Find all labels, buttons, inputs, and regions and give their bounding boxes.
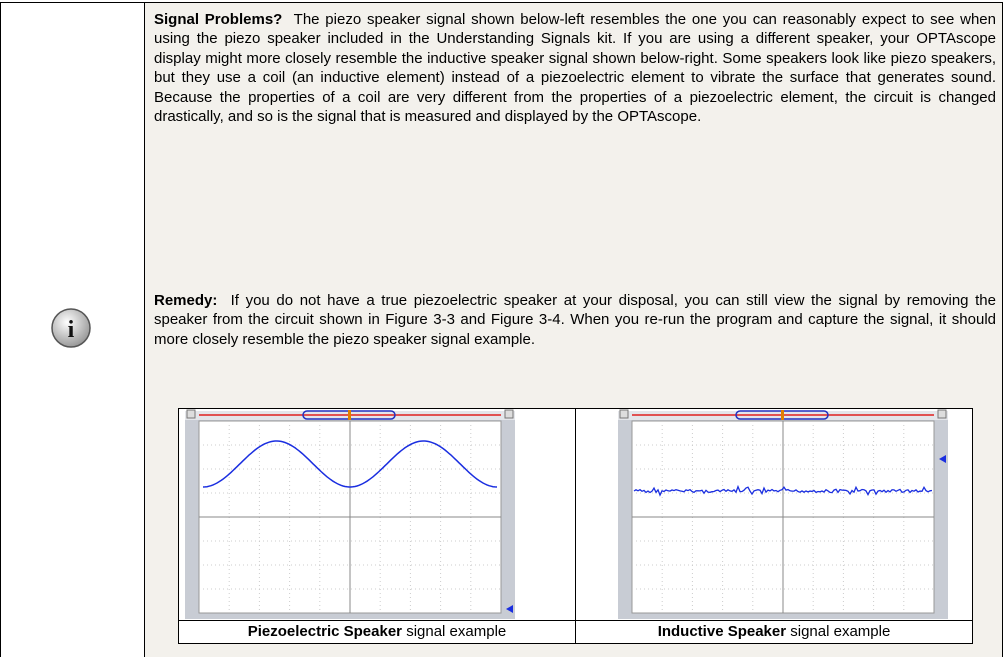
corner-box (937, 409, 947, 419)
text: If you do not have a true piezoelectric … (154, 292, 996, 348)
paragraph: Signal Problems? The piezo speaker signa… (154, 10, 996, 126)
figure-cell: Piezoelectric Speaker signal example (179, 409, 576, 643)
lead: Remedy: (154, 292, 218, 309)
corner-box (186, 409, 196, 419)
corner-box (619, 409, 629, 419)
waveform (633, 484, 933, 497)
caption: Piezoelectric Speaker signal example (179, 620, 575, 643)
icon-circle (51, 308, 91, 348)
caption-bold: Piezoelectric Speaker (247, 623, 403, 640)
lead: Signal Problems? (154, 11, 283, 28)
caption-text: signal example (406, 623, 507, 640)
level-marker (939, 455, 946, 463)
paragraph: Remedy: If you do not have a true piezoe… (154, 291, 996, 349)
waveform (202, 440, 498, 488)
text: The piezo speaker signal shown below-lef… (154, 11, 996, 126)
scope-image (185, 409, 515, 619)
figure-cell: Inductive Speaker signal example (576, 409, 972, 643)
corner-box (504, 409, 514, 419)
icon-column: i (1, 3, 145, 657)
marker (348, 410, 351, 420)
content: Signal Problems? The piezo speaker signa… (145, 3, 1002, 657)
info-icon: i (51, 308, 91, 348)
level-marker (506, 605, 513, 613)
icon-glyph: i (68, 317, 75, 343)
scope-image (618, 409, 948, 619)
marker (781, 410, 784, 420)
caption: Inductive Speaker signal example (576, 620, 972, 643)
caption-bold: Inductive Speaker (657, 623, 787, 640)
caption-text: signal example (790, 623, 891, 640)
figure-table: Piezoelectric Speaker signal example Ind… (178, 408, 973, 644)
